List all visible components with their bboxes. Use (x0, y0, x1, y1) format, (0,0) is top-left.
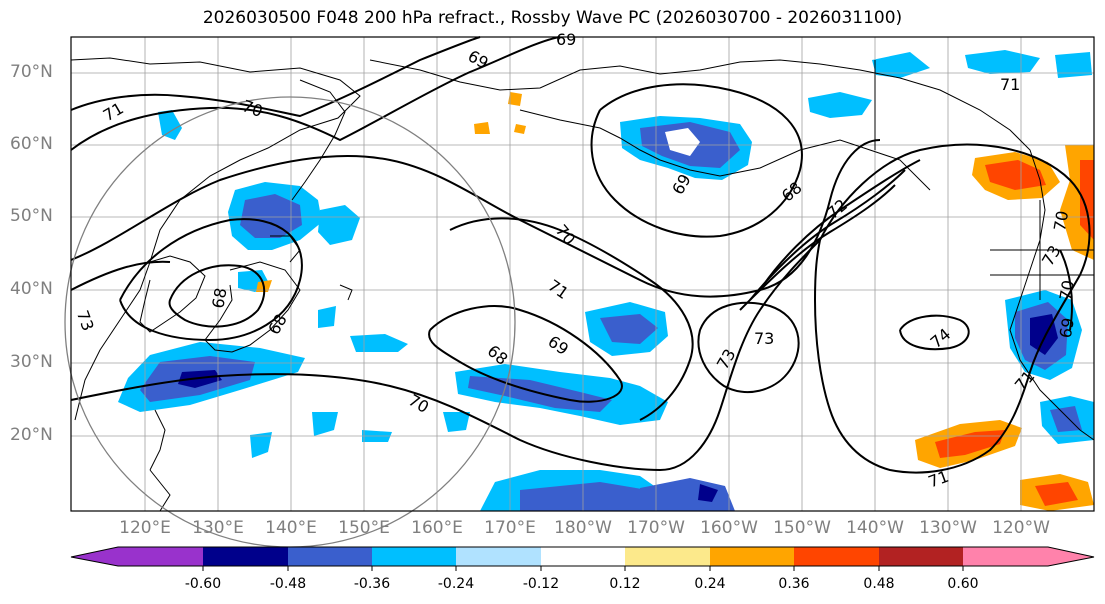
colorbar-extend-low (71, 547, 118, 566)
lon-label-140w: 140°W (846, 518, 904, 538)
lon-label-170e: 170°E (484, 518, 536, 538)
colorbar-tick-label: 0.36 (778, 576, 810, 592)
contour-label: 73 (754, 329, 774, 348)
colorbar-segment (372, 547, 456, 566)
colorbar-segment (203, 547, 288, 566)
coastlines (70, 57, 1095, 512)
colorbar-extend-high (1048, 547, 1094, 566)
contour-label: 70 (1056, 279, 1078, 302)
colorbar-segment (625, 547, 710, 566)
colorbar-segment (456, 547, 541, 566)
lon-label-150e: 150°E (338, 518, 390, 538)
colorbar-segment (118, 547, 203, 566)
colorbar-segment (879, 547, 963, 566)
lon-label-140e: 140°E (265, 518, 317, 538)
colorbar-tick-label: -0.24 (437, 576, 475, 592)
lon-label-180w: 180°W (554, 518, 612, 538)
colorbar-tick-label: -0.36 (353, 576, 391, 592)
colorbar-tick-label: 0.48 (863, 576, 895, 592)
colorbar-tick-label: 0.12 (609, 576, 641, 592)
lon-label-160e: 160°E (411, 518, 463, 538)
colorbar-tick-label: -0.48 (269, 576, 307, 592)
lon-label-130e: 130°E (192, 518, 244, 538)
lat-label-40n: 40°N (10, 279, 53, 299)
colorbar-segment (963, 547, 1048, 566)
colorbar-segment (710, 547, 794, 566)
contour-label: 68 (208, 286, 230, 309)
lon-label-150w: 150°W (773, 518, 831, 538)
map-panel: 69 69 71 70 70 71 68 68 69 68 72 73 73 7… (64, 30, 1095, 548)
lat-label-30n: 30°N (10, 352, 53, 372)
colorbar (70, 546, 1095, 571)
colorbar-segment (794, 547, 879, 566)
lon-label-170w: 170°W (627, 518, 685, 538)
lon-label-160w: 160°W (700, 518, 758, 538)
lon-label-130w: 130°W (919, 518, 977, 538)
lat-label-60n: 60°N (10, 134, 53, 154)
contour-label: 69 (556, 30, 576, 49)
colorbar-segment (541, 547, 625, 566)
lat-label-50n: 50°N (10, 206, 53, 226)
contours (70, 36, 1091, 474)
lon-label-120e: 120°E (119, 518, 171, 538)
colorbar-tick-label: -0.12 (522, 576, 560, 592)
colorbar-tick-label: 0.60 (947, 576, 979, 592)
colorbar-tick-label: 0.24 (694, 576, 726, 592)
contour-label: 69 (1056, 316, 1078, 339)
colorbar-segment (288, 547, 372, 566)
colorbar-tick-label: -0.60 (184, 576, 222, 592)
lon-label-120w: 120°W (992, 518, 1050, 538)
lat-label-20n: 20°N (10, 425, 53, 445)
contour-label: 70 (1050, 209, 1072, 232)
chart-title: 2026030500 F048 200 hPa refract., Rossby… (202, 8, 903, 28)
contour-label: 71 (1000, 75, 1020, 94)
lat-label-70n: 70°N (10, 62, 53, 82)
